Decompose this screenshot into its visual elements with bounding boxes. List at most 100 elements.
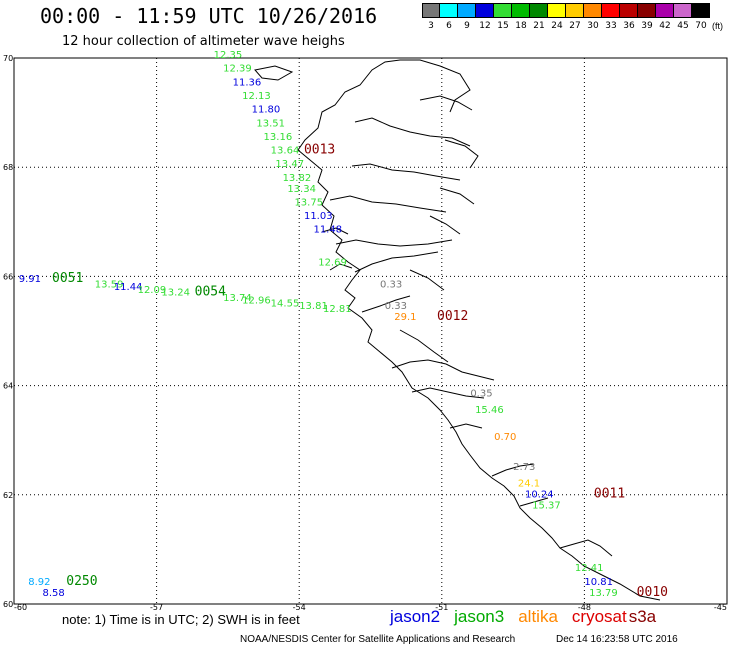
latitude-tick-label: 64 xyxy=(3,382,13,391)
axis-labels: 70 68 66 64 62 60 -60 -57 -54 -51 -48 -45 xyxy=(3,54,727,612)
legend-unit: (ft) xyxy=(712,21,723,31)
legend-swatch xyxy=(674,3,692,18)
legend-swatch xyxy=(620,3,638,18)
wave-height-label: 12.41 xyxy=(575,563,604,574)
pass-time-label: 0051 xyxy=(52,271,83,286)
legend-entry: 18 xyxy=(512,3,530,31)
legend-entry: 39 xyxy=(638,3,656,31)
wave-height-label: 10.81 xyxy=(584,577,613,588)
legend-entry: 36 xyxy=(620,3,638,31)
wave-height-label: 13.75 xyxy=(294,197,323,208)
wave-height-label: 13.16 xyxy=(264,132,293,143)
coastline-segment xyxy=(335,239,453,247)
pass-time-label: 0013 xyxy=(304,143,335,158)
legend-label: 33 xyxy=(605,21,617,31)
footer-note: note: 1) Time is in UTC; 2) SWH is in fe… xyxy=(62,612,300,627)
legend-entry: 9 xyxy=(458,3,476,31)
legend-entry: 33 xyxy=(602,3,620,31)
legend-swatch xyxy=(422,3,440,18)
legend-label: 12 xyxy=(479,21,491,31)
legend-label: 15 xyxy=(497,21,509,31)
wave-height-label: 11.80 xyxy=(252,105,281,116)
longitude-tick-label: -45 xyxy=(714,603,727,612)
wave-height-label: 12.39 xyxy=(223,64,252,75)
coastline-segment xyxy=(351,163,461,181)
legend-label: 39 xyxy=(641,21,653,31)
wave-height-label: 12.13 xyxy=(242,91,271,102)
wave-height-label: 12.35 xyxy=(214,50,243,61)
wave-height-label: 11.36 xyxy=(233,77,262,88)
wave-height-label: 13.47 xyxy=(275,159,304,170)
wave-height-label: 0.33 xyxy=(380,279,402,290)
legend-label: 21 xyxy=(533,21,545,31)
legend-swatch xyxy=(494,3,512,18)
coastline-segment xyxy=(297,59,471,151)
pass-time-label: 0250 xyxy=(66,574,97,589)
wave-height-label: 13.81 xyxy=(299,301,328,312)
coastline-segment xyxy=(361,295,411,313)
legend-label: 3 xyxy=(428,21,434,31)
latitude-tick-label: 70 xyxy=(3,54,13,63)
wave-height-label: 15.37 xyxy=(532,500,561,511)
satellite-legend: jason2 jason3 altika cryosat s3a xyxy=(390,607,670,627)
coastline-segment xyxy=(559,539,613,557)
wave-height-label: 12.09 xyxy=(138,285,167,296)
wave-height-label: 0.70 xyxy=(494,432,516,443)
legend-swatch xyxy=(548,3,566,18)
coastline-segment xyxy=(449,423,483,429)
wave-height-label: 13.74 xyxy=(223,293,252,304)
wave-height-label: 29.1 xyxy=(394,312,416,323)
satellite-name: s3a xyxy=(628,607,657,626)
wave-height-label: 11.03 xyxy=(304,211,333,222)
legend-swatch xyxy=(584,3,602,18)
wave-height-label: 9.91 xyxy=(19,274,41,285)
greenland-coastline xyxy=(254,59,661,601)
wave-height-legend: 3 6 9 12 15 18 21 24 27 30 33 36 39 42 45 70 (ft) xyxy=(422,3,723,31)
pass-time-label: 0010 xyxy=(637,585,668,600)
wave-height-label: 2.73 xyxy=(513,462,535,473)
legend-swatch xyxy=(638,3,656,18)
coastline-segment xyxy=(429,215,461,235)
legend-swatch xyxy=(656,3,674,18)
legend-label: 9 xyxy=(464,21,470,31)
latitude-tick-label: 62 xyxy=(3,491,13,500)
longitude-tick-label: -51 xyxy=(435,603,448,612)
coastline-segment xyxy=(297,149,661,601)
coastline-segment xyxy=(439,187,475,205)
legend-entry: 21 xyxy=(530,3,548,31)
wave-height-label: 13.79 xyxy=(589,588,618,599)
latitude-tick-label: 66 xyxy=(3,272,13,281)
legend-label: 6 xyxy=(446,21,452,31)
wave-height-label: 13.59 xyxy=(95,279,124,290)
legend-swatch xyxy=(602,3,620,18)
longitude-tick-label: -57 xyxy=(150,603,163,612)
satellite-name: altika xyxy=(518,607,558,626)
wave-height-label: 12.81 xyxy=(323,304,352,315)
coastline-segment xyxy=(399,329,449,363)
legend-entry: 3 xyxy=(422,3,440,31)
wave-height-label: 13.34 xyxy=(287,184,316,195)
legend-entry: 15 xyxy=(494,3,512,31)
legend-label: 42 xyxy=(659,21,671,31)
coastline-segment xyxy=(354,251,439,273)
wave-height-label: 13.24 xyxy=(161,288,190,299)
wave-height-label: 0.35 xyxy=(470,389,492,400)
satellite-name: cryosat xyxy=(571,607,627,626)
coastline-segment xyxy=(391,359,495,381)
legend-swatch xyxy=(440,3,458,18)
pass-time-label: 0054 xyxy=(195,285,226,300)
legend-entry: 27 xyxy=(566,3,584,31)
latitude-tick-label: 68 xyxy=(3,163,13,172)
wave-height-label: 11.44 xyxy=(114,282,143,293)
legend-label: 45 xyxy=(677,21,689,31)
longitude-tick-label: -48 xyxy=(578,603,591,612)
legend-entry: 6 xyxy=(440,3,458,31)
coastline-segment xyxy=(491,463,535,477)
wave-height-label: 12.96 xyxy=(242,296,271,307)
coastline-segment xyxy=(419,95,473,111)
wave-height-label: 12.69 xyxy=(318,257,347,268)
coastline-segment xyxy=(411,387,485,399)
legend-swatch xyxy=(530,3,548,18)
coastline-segment xyxy=(519,497,549,507)
